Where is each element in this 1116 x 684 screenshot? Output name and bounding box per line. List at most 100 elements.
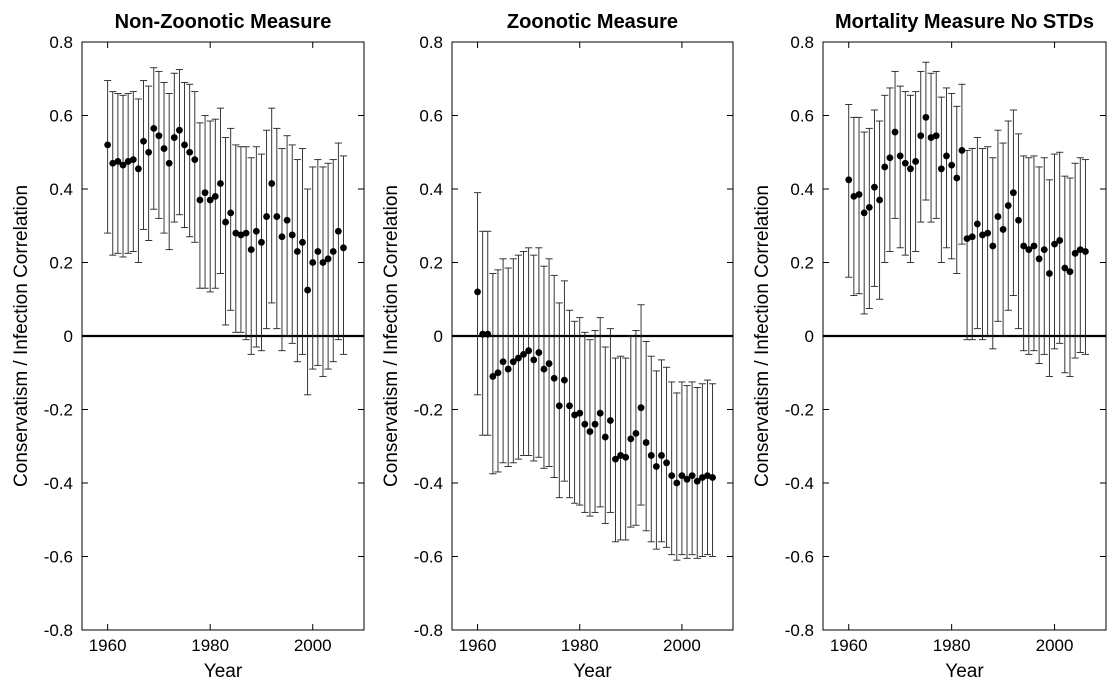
data-point [958, 147, 966, 154]
data-point [1071, 249, 1079, 257]
data-point [865, 203, 873, 211]
data-point [663, 459, 670, 467]
data-point [912, 158, 920, 165]
data-point [499, 358, 507, 366]
y-tick-label: 0.2 [790, 254, 814, 273]
data-point [504, 365, 512, 373]
data-point [340, 244, 347, 252]
y-axis-label: Conservatism / Infection Correlation [752, 185, 773, 487]
data-point [704, 472, 711, 480]
data-point [561, 376, 568, 384]
data-point [304, 286, 311, 294]
y-tick-label: 0.4 [49, 180, 73, 199]
y-tick-label: -0.2 [44, 401, 73, 420]
x-tick-label: 1960 [89, 636, 127, 655]
data-point [1046, 270, 1053, 277]
y-tick-label: 0 [64, 327, 73, 346]
x-axis-label: Year [573, 661, 612, 682]
data-point [227, 209, 235, 217]
data-point [606, 417, 614, 424]
data-point [917, 132, 925, 140]
data-point [907, 165, 914, 173]
y-tick-label: 0.6 [49, 107, 73, 126]
data-point [1015, 216, 1022, 224]
data-point [876, 196, 883, 204]
data-point [515, 354, 522, 362]
data-point [247, 246, 255, 254]
data-point [591, 420, 599, 428]
data-point [1056, 237, 1064, 244]
data-point [617, 452, 624, 459]
data-point [709, 474, 716, 481]
data-point [155, 132, 163, 140]
y-tick-label: -0.6 [44, 548, 73, 567]
data-point [673, 479, 681, 487]
data-point [1030, 242, 1038, 250]
data-point [683, 475, 691, 483]
data-point [520, 350, 527, 358]
data-point [160, 145, 168, 152]
data-point [1040, 246, 1048, 254]
y-tick-label: -0.4 [785, 474, 814, 493]
panel-title: Zoonotic Measure [507, 11, 678, 33]
data-point [525, 347, 533, 355]
y-tick-label: 0.6 [790, 107, 814, 126]
data-point [845, 176, 853, 184]
data-point [150, 124, 158, 132]
panel-3: -0.8 -0.6 -0.4 -0.2 0 0.2 0.4 0.6 0.8 1960 1980 200… [752, 11, 1107, 682]
data-point [550, 374, 558, 382]
y-tick-label: 0.2 [419, 254, 443, 273]
data-point [278, 233, 286, 241]
data-point [494, 369, 502, 377]
data-point [104, 141, 112, 149]
data-point [647, 452, 655, 459]
data-point [994, 213, 1002, 220]
data-point [943, 152, 950, 160]
data-point [658, 452, 665, 459]
x-tick-label: 1960 [459, 636, 497, 655]
panel-title: Non-Zoonotic Measure [115, 11, 332, 33]
data-point [484, 330, 492, 338]
data-point [119, 161, 127, 169]
y-axis-label: Conservatism / Infection Correlation [11, 185, 32, 487]
data-point [140, 137, 147, 145]
panel-title: Mortality Measure No STDs [835, 11, 1094, 33]
data-point [191, 156, 199, 164]
data-point [273, 213, 281, 220]
data-point [989, 242, 997, 250]
data-point [576, 409, 584, 417]
data-point [886, 154, 894, 162]
data-point [637, 404, 645, 412]
data-point [688, 472, 696, 480]
x-axis-label: Year [204, 661, 243, 682]
y-axis-label: Conservatism / Infection Correlation [381, 185, 402, 487]
data-point [1051, 240, 1058, 248]
data-point [206, 196, 214, 204]
data-point [698, 474, 706, 481]
y-tick-label: -0.6 [785, 548, 814, 567]
data-point [979, 231, 986, 239]
data-point [601, 433, 609, 441]
y-tick-label: 0.8 [49, 33, 73, 52]
y-tick-label: -0.4 [414, 474, 443, 493]
y-tick-label: -0.6 [414, 548, 443, 567]
data-point [1066, 268, 1074, 276]
data-point [114, 158, 122, 165]
data-point [932, 132, 940, 140]
data-point [1035, 255, 1043, 263]
data-point [324, 255, 332, 263]
data-point [170, 134, 178, 141]
data-point [181, 141, 188, 149]
data-point [232, 229, 240, 237]
data-point [555, 402, 563, 410]
data-point [334, 227, 342, 235]
x-tick-label: 1980 [191, 636, 229, 655]
data-point [891, 128, 899, 136]
x-tick-label: 2000 [663, 636, 701, 655]
data-point [622, 453, 630, 461]
data-point [973, 220, 981, 228]
data-point [678, 472, 686, 480]
data-point [288, 231, 296, 239]
data-point [652, 463, 660, 470]
